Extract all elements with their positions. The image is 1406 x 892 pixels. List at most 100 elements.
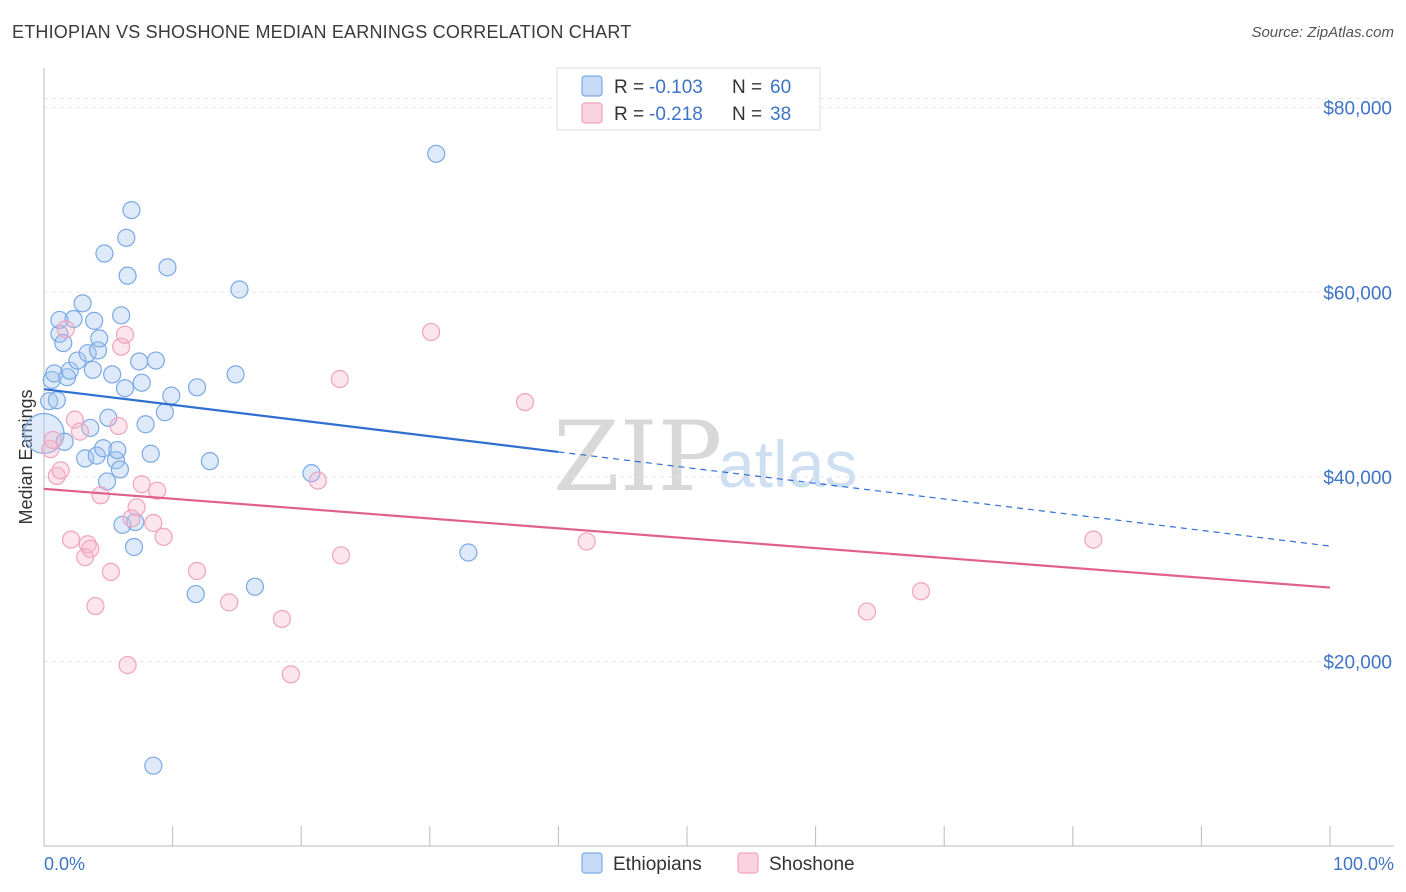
- legend-bottom-swatch-shoshone: [737, 852, 759, 874]
- ethiopians-point: [141, 444, 160, 463]
- shoshone-point: [148, 481, 167, 500]
- shoshone-point: [86, 596, 105, 616]
- ethiopians-point: [427, 144, 446, 163]
- ethiopians-point: [50, 310, 69, 330]
- y-tick-label-80000: $80,000: [1323, 99, 1392, 120]
- ethiopians-point: [187, 378, 207, 397]
- shoshone-point: [1084, 530, 1103, 549]
- shoshone-point: [308, 471, 328, 490]
- shoshone-point: [330, 369, 349, 389]
- legend-r-label-ethiopians: R =: [614, 77, 644, 98]
- x-tick-label-max: 100.0%: [1333, 854, 1394, 874]
- axes: [43, 68, 1394, 847]
- ethiopians-point: [95, 244, 114, 263]
- ethiopians-point: [64, 309, 83, 329]
- shoshone-point: [109, 416, 128, 436]
- watermark-zip: ZIP: [553, 401, 722, 513]
- shoshone-point: [421, 322, 441, 342]
- x-tick-label-min: 0.0%: [44, 854, 85, 874]
- legend-r-label-shoshone: R =: [614, 104, 644, 125]
- ethiopians-point: [108, 440, 127, 460]
- shoshone-point: [132, 475, 151, 494]
- chart-source: Source: ZipAtlas.com: [1251, 24, 1394, 41]
- ethiopians-point: [55, 432, 74, 451]
- legend-swatch-ethiopians: [581, 75, 603, 97]
- legend-stats: R = -0.103 N = 60 R = -0.218 N = 38: [556, 67, 821, 131]
- ethiopians-point: [130, 352, 149, 371]
- watermark: ZIP atlas: [553, 401, 857, 513]
- ethiopians-point: [226, 365, 245, 384]
- y-tick-label-20000: $20,000: [1323, 652, 1392, 673]
- ethiopians-point: [40, 392, 59, 411]
- shoshone-point: [51, 461, 70, 480]
- legend-bottom-label-shoshone: Shoshone: [769, 854, 855, 875]
- y-axis-title: Median Earnings: [16, 389, 36, 524]
- ethiopians-point: [146, 351, 165, 370]
- ethiopians-point: [87, 446, 106, 465]
- ethiopians-point: [186, 584, 205, 604]
- ethiopians-point: [155, 403, 174, 422]
- shoshone-point: [122, 509, 141, 528]
- ethiopians-point: [136, 415, 155, 434]
- legend-n-value-shoshone: 38: [770, 104, 791, 125]
- x-ticks: [43, 826, 1331, 846]
- ethiopians-point: [200, 452, 219, 471]
- series-ethiopians: [23, 144, 478, 775]
- shoshone-point: [144, 513, 163, 533]
- legend-swatch-shoshone: [581, 102, 603, 124]
- shoshone-point: [911, 582, 931, 601]
- ethiopians-point: [78, 344, 97, 363]
- ethiopians-point: [144, 756, 163, 775]
- shoshone-point: [61, 530, 81, 549]
- shoshone-point: [101, 562, 120, 582]
- ethiopians-point: [115, 379, 135, 398]
- ethiopians-point: [83, 360, 102, 379]
- ethiopians-point: [459, 543, 478, 562]
- ethiopians-point: [110, 460, 129, 479]
- ethiopians-point: [85, 311, 104, 330]
- ethiopians-point: [94, 439, 113, 458]
- legend-r-value-ethiopians: -0.103: [649, 77, 703, 98]
- ethiopians-trend-dashed: [558, 451, 1331, 547]
- ethiopians-point: [162, 386, 181, 405]
- ethiopians-point: [90, 329, 109, 348]
- shoshone-point: [515, 392, 535, 412]
- shoshone-point: [857, 602, 877, 621]
- ethiopians-point: [73, 294, 92, 313]
- y-tick-label-40000: $40,000: [1323, 468, 1392, 489]
- series-shoshone: [41, 320, 1103, 684]
- legend-n-value-ethiopians: 60: [770, 77, 791, 98]
- shoshone-point: [43, 430, 63, 450]
- shoshone-point: [118, 656, 137, 675]
- shoshone-point: [65, 410, 84, 429]
- shoshone-point: [115, 325, 135, 344]
- ethiopians-point: [54, 333, 73, 353]
- legend-bottom-swatch-ethiopians: [581, 852, 603, 874]
- legend-n-label-ethiopians: N =: [732, 77, 762, 98]
- legend-series: Ethiopians Shoshone: [581, 852, 855, 875]
- ethiopians-point: [158, 258, 177, 277]
- shoshone-point: [272, 609, 292, 629]
- ethiopians-point: [60, 361, 79, 380]
- shoshone-point: [112, 337, 131, 356]
- shoshone-point: [154, 527, 173, 546]
- ethiopians-point: [122, 201, 141, 220]
- trend-lines: [43, 388, 1331, 589]
- ethiopians-point: [118, 266, 137, 285]
- watermark-atlas: atlas: [718, 427, 857, 501]
- y-tick-label-60000: $60,000: [1323, 283, 1392, 304]
- legend-bottom-label-ethiopians: Ethiopians: [613, 854, 702, 875]
- legend-n-label-shoshone: N =: [732, 104, 762, 125]
- shoshone-point: [91, 486, 110, 505]
- shoshone-point: [577, 532, 596, 551]
- ethiopians-point: [47, 391, 66, 410]
- y-tick-labels: $20,000 $40,000 $60,000 $80,000: [1323, 99, 1392, 674]
- ethiopians-point: [76, 449, 95, 468]
- shoshone-point: [220, 593, 239, 612]
- ethiopians-point: [117, 228, 136, 247]
- ethiopians-point: [112, 306, 131, 325]
- ethiopians-point: [230, 280, 249, 299]
- ethiopians-trend-solid: [43, 388, 559, 454]
- shoshone-point: [187, 561, 207, 581]
